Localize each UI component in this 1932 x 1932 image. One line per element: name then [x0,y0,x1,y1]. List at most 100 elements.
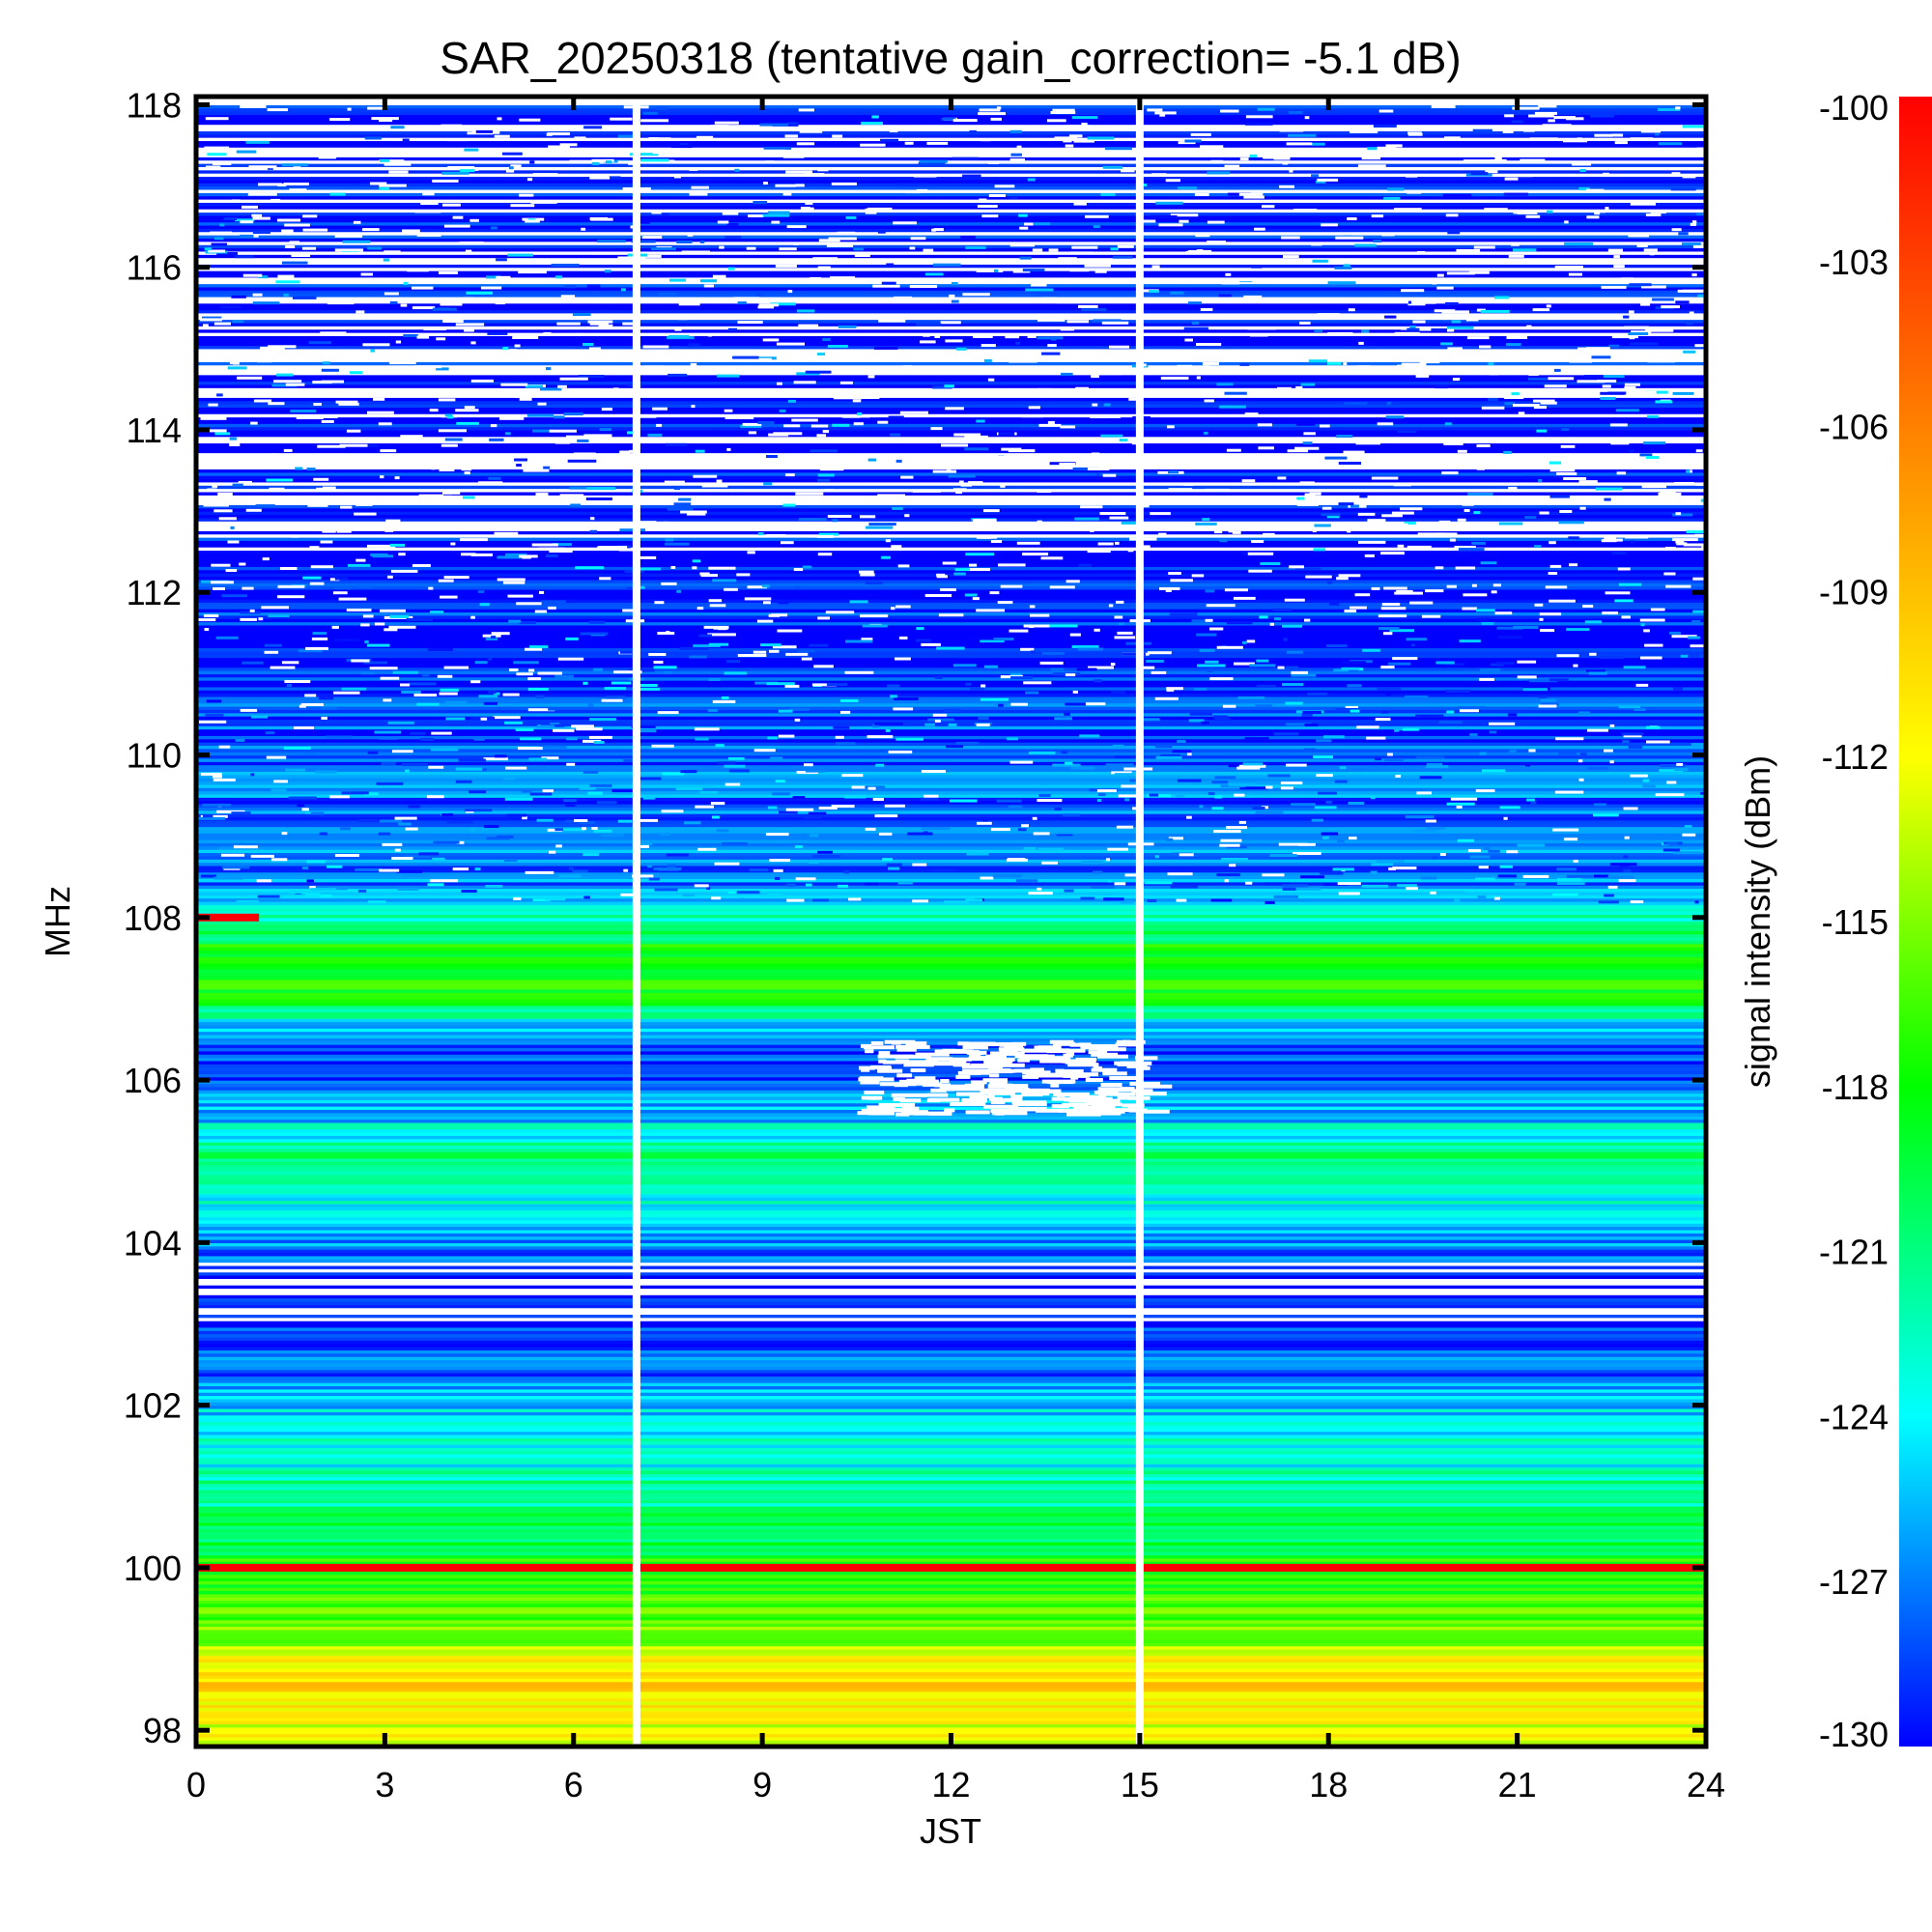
heatmap-speckle-cell [1304,522,1314,526]
heatmap-speckle-cell [1401,362,1427,366]
heatmap-speckle-cell [1149,499,1171,503]
heatmap-speckle-cell [1692,577,1706,581]
heatmap-speckle-cell [282,261,308,265]
heatmap-speckle-cell [566,435,593,439]
heatmap-speckle-cell [1037,887,1042,891]
heatmap-speckle-cell [1541,702,1559,706]
heatmap-speckle-cell [639,684,658,687]
heatmap-speckle-cell [968,481,983,485]
heatmap-speckle-cell [444,700,467,704]
heatmap-speckle-cell [1338,502,1354,506]
heatmap-speckle-cell [1151,670,1167,674]
heatmap-band-row [196,1304,1706,1309]
heatmap-speckle-cell [636,220,650,224]
heatmap-speckle-cell [327,301,355,305]
heatmap-speckle-cell [1440,464,1460,468]
heatmap-speckle-cell [1506,850,1519,854]
heatmap-band-row [196,657,1706,662]
heatmap-speckle-cell [388,170,409,174]
heatmap-band-row [196,1009,1706,1012]
heatmap-speckle-cell [719,245,724,249]
heatmap-speckle-cell [582,681,588,685]
heatmap-speckle-cell [1476,618,1490,621]
heatmap-speckle-cell [832,134,843,138]
heatmap-speckle-cell [1063,1073,1091,1078]
heatmap-speckle-cell [785,652,809,656]
heatmap-speckle-cell [1634,708,1646,711]
heatmap-speckle-cell [1024,222,1034,226]
heatmap-speckle-cell [588,735,612,739]
heatmap-speckle-cell [1048,248,1059,252]
heatmap-speckle-cell [1438,721,1463,724]
heatmap-band-row [196,143,1706,148]
heatmap-speckle-cell [945,339,963,343]
heatmap-speckle-cell [1366,736,1386,740]
heatmap-speckle-cell [1254,227,1265,231]
heatmap-speckle-cell [1165,838,1174,841]
heatmap-band-row [196,1044,1706,1049]
heatmap-speckle-cell [859,501,884,505]
heatmap-band-row [196,162,1706,167]
heatmap-speckle-cell [597,240,626,243]
heatmap-speckle-cell [1358,668,1364,671]
heatmap-speckle-cell [1277,666,1285,669]
heatmap-speckle-cell [1312,259,1328,263]
heatmap-speckle-cell [654,601,665,605]
heatmap-speckle-cell [1243,295,1263,298]
heatmap-speckle-cell [921,827,951,831]
heatmap-speckle-cell [1196,633,1217,637]
heatmap-band-row [196,767,1706,772]
heatmap-speckle-cell [1100,193,1116,196]
heatmap-speckle-cell [1690,289,1695,293]
heatmap-speckle-cell [1151,173,1167,177]
heatmap-speckle-cell [211,242,227,246]
heatmap-speckle-cell [905,190,921,194]
heatmap-speckle-cell [1675,498,1693,501]
heatmap-speckle-cell [349,354,372,357]
heatmap-band-row [196,202,1706,207]
heatmap-speckle-cell [623,759,635,763]
heatmap-speckle-cell [446,138,469,142]
heatmap-speckle-cell [370,349,376,353]
heatmap-speckle-cell [1407,302,1426,306]
heatmap-speckle-cell [1422,167,1427,171]
heatmap-speckle-cell [1556,654,1579,658]
heatmap-speckle-cell [548,145,570,149]
heatmap-speckle-cell [801,657,812,661]
heatmap-band-row [196,680,1706,685]
heatmap-speckle-cell [1299,481,1315,485]
heatmap-speckle-cell [648,653,667,656]
heatmap-speckle-cell [523,469,550,472]
heatmap-speckle-cell [944,1087,954,1092]
heatmap-band-row [196,1531,1706,1536]
heatmap-speckle-cell [817,850,833,854]
heatmap-speckle-cell [505,390,526,394]
heatmap-speckle-cell [1262,873,1285,877]
heatmap-speckle-cell [1667,464,1690,468]
heatmap-band-row [196,1336,1706,1341]
heatmap-speckle-cell [1224,391,1247,395]
heatmap-speckle-cell [305,646,328,650]
heatmap-speckle-cell [1343,264,1350,268]
heatmap-band-row [196,280,1706,285]
heatmap-speckle-cell [563,412,583,415]
heatmap-band-row [196,673,1706,678]
heatmap-speckle-cell [1150,512,1171,516]
heatmap-speckle-cell [1682,175,1696,179]
heatmap-speckle-cell [575,566,605,570]
heatmap-speckle-cell [758,303,780,307]
heatmap-speckle-cell [1047,1080,1074,1085]
heatmap-speckle-cell [565,637,579,640]
heatmap-speckle-cell [461,553,476,556]
heatmap-speckle-cell [1371,476,1399,480]
heatmap-speckle-cell [932,385,952,389]
heatmap-speckle-cell [942,561,957,565]
heatmap-speckle-cell [480,286,502,290]
heatmap-speckle-cell [1336,839,1345,843]
heatmap-speckle-cell [977,205,998,208]
heatmap-speckle-cell [895,657,911,661]
heatmap-speckle-cell [205,165,221,169]
x-tick-label: 24 [1687,1765,1725,1804]
heatmap-band-row [196,326,1706,330]
heatmap-band-row [196,1064,1706,1068]
